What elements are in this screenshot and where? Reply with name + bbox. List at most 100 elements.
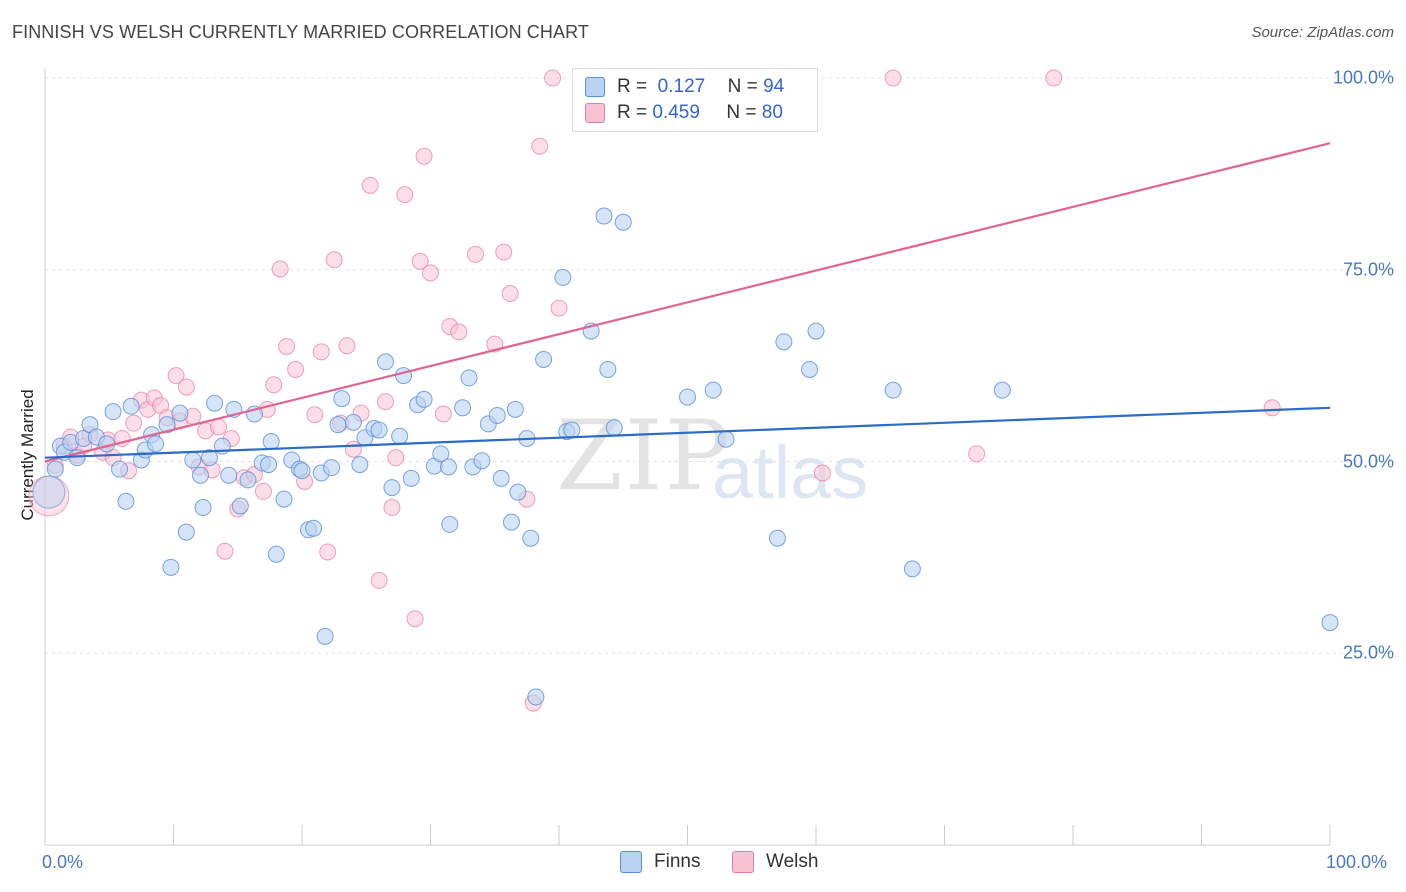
finns-point [329,416,347,434]
finns-point [162,558,180,576]
finns-point [801,360,819,378]
finns-trend-line [44,406,1331,459]
welsh-point [383,499,401,517]
y-tick-label: 25.0% [1342,642,1394,663]
welsh-point [396,186,414,204]
finns-point [184,451,202,469]
finns-point [473,452,491,470]
welsh-trend-line [44,142,1331,463]
watermark-atlas: atlas [712,431,869,514]
finns-point [1321,614,1339,632]
x-tick-label-max: 100.0% [1326,852,1388,872]
welsh-points [28,69,1281,712]
welsh-point [1263,399,1281,417]
finns-point [993,381,1011,399]
finns-point [194,499,212,517]
finns-point [323,459,341,477]
finns-point [158,416,176,434]
finns-point [191,466,209,484]
finns-point [563,421,581,439]
finns-legend-swatch [620,851,642,873]
welsh-point [531,137,549,155]
welsh-point [319,543,337,561]
finns-points [32,207,1339,706]
finns-point [415,390,433,408]
legend-n-label: N = [726,102,757,123]
welsh-point [167,367,185,385]
welsh-point [312,343,330,361]
welsh-point [411,252,429,270]
legend-r-label: R = [617,102,648,123]
welsh-point [338,337,356,355]
finns-point [260,456,278,474]
finns-point [492,469,510,487]
trend-lines [44,142,1331,463]
welsh-point [884,69,902,87]
finns-point [316,627,334,645]
y-tick-label: 75.0% [1342,259,1394,280]
finns-point [117,492,135,510]
welsh-point [550,299,568,317]
finns-point [454,399,472,417]
welsh-point [271,260,289,278]
finns-point [679,388,696,406]
legend-n-label: N = [727,76,758,97]
finns-point [333,390,351,408]
finns-point [768,529,786,547]
finns-point [122,397,140,415]
legend-n-value-finns: 94 [763,76,785,97]
finns-point [522,529,540,547]
x-tick-label-min: 0.0% [42,852,84,872]
finns-point [171,404,189,422]
y-tick-label: 100.0% [1332,67,1394,88]
finns-point [206,394,224,412]
welsh-point [968,445,986,463]
bottom-legend-welsh: Welsh [732,851,818,873]
finns-point [104,403,122,421]
finns-point [509,483,527,501]
finns-point [460,369,478,387]
welsh-legend-swatch [732,851,754,873]
finns-point [614,213,632,231]
welsh-point [406,610,424,628]
finns-point [488,406,506,424]
finns-point [231,497,249,515]
finns-point [239,471,257,489]
finns-point [220,466,238,484]
welsh-point [361,176,379,194]
finns-point [506,400,524,418]
welsh-legend-label: Welsh [766,851,819,872]
finns-point [46,460,64,478]
welsh-point [466,245,484,263]
welsh-point [450,323,468,341]
finns-point [377,353,395,371]
finns-point [383,479,401,497]
finns-point [305,519,323,537]
grid-lines [45,77,1390,654]
correlation-legend: R = 0.127 N = 94 R = 0.459 N = 80 [572,68,818,132]
welsh-point [325,251,343,269]
welsh-point [370,571,388,589]
finns-legend-label: Finns [654,851,701,872]
chart-title: FINNISH VS WELSH CURRENTLY MARRIED CORRE… [12,22,589,42]
finns-point [147,435,165,453]
finns-swatch [585,77,605,97]
finns-point [177,523,195,541]
welsh-point [177,378,195,396]
bottom-legend-finns: Finns [620,851,700,873]
finns-point [351,456,369,474]
finns-point [441,515,459,533]
finns-point [884,381,902,399]
welsh-point [544,69,562,87]
finns-point [599,360,617,378]
finns-point [32,475,66,509]
finns-point [605,419,623,437]
welsh-point [434,405,452,423]
welsh-point [415,147,433,165]
finns-point [717,430,735,448]
welsh-point [422,264,439,282]
legend-n-value-welsh: 80 [761,102,783,123]
welsh-point [306,406,324,424]
legend-r-value-welsh: 0.459 [652,102,700,123]
finns-point [595,207,613,225]
